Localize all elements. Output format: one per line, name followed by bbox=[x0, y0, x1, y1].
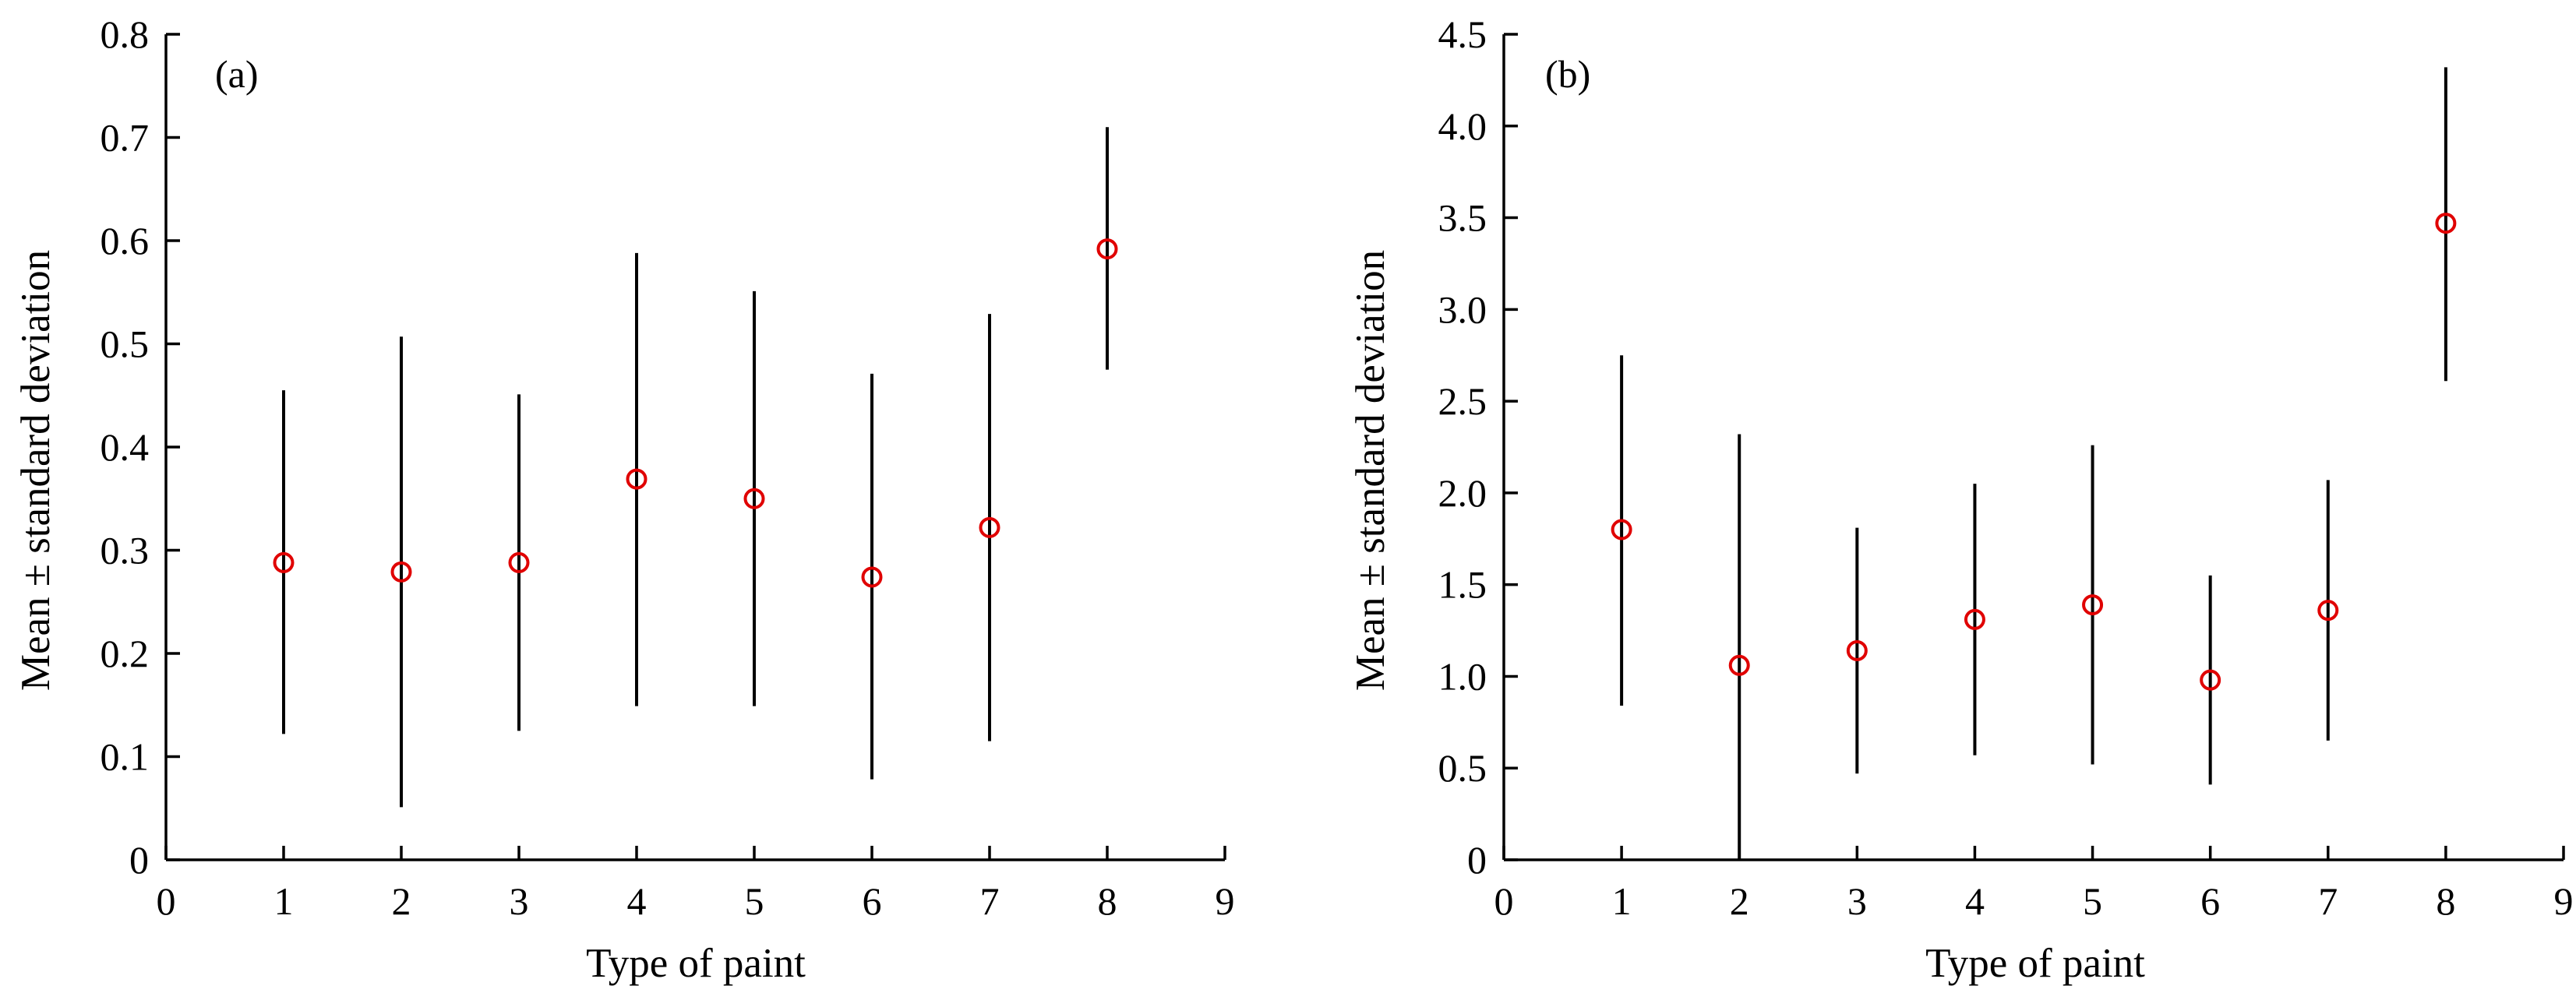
panel-a-mean-marker bbox=[743, 488, 765, 509]
panel-b-x-tick-label: 3 bbox=[1847, 879, 1867, 923]
panel-b: (b) Type of paint Mean ± standard deviat… bbox=[1348, 12, 2574, 986]
panel-b-x-tick-label: 1 bbox=[1612, 879, 1632, 923]
panel-b-x-tick-label: 8 bbox=[2436, 879, 2455, 923]
panel-b-x-tick-label: 2 bbox=[1730, 879, 1749, 923]
panel-a-x-axis-title: Type of paint bbox=[586, 941, 806, 986]
panel-b-y-tick-label: 2.5 bbox=[1438, 379, 1487, 423]
panel-a-mean-marker bbox=[508, 551, 530, 573]
panel-a-y-tick-label: 0.7 bbox=[101, 116, 150, 160]
panel-b-y-tick-label: 3.0 bbox=[1438, 287, 1487, 331]
panel-b-mean-marker bbox=[2082, 594, 2104, 616]
panel-a-x-tick-label: 6 bbox=[863, 879, 882, 923]
panel-b-y-tick-label: 1.5 bbox=[1438, 563, 1487, 607]
panel-a-y-tick-label: 0.8 bbox=[101, 12, 150, 56]
panel-b-y-tick-label: 4.0 bbox=[1438, 104, 1487, 148]
panel-a: (a) Type of paint Mean ± standard deviat… bbox=[13, 12, 1235, 986]
panel-b-label: (b) bbox=[1545, 52, 1590, 96]
panel-a-x-tick-label: 4 bbox=[627, 879, 647, 923]
panel-b-mean-marker bbox=[1846, 639, 1868, 661]
panel-a-label: (a) bbox=[215, 52, 259, 96]
panel-a-y-axis-title: Mean ± standard deviation bbox=[13, 250, 58, 691]
panel-a-x-tick-label: 8 bbox=[1098, 879, 1117, 923]
panel-b-y-tick-label: 1.0 bbox=[1438, 654, 1487, 698]
panel-b-x-tick-label: 6 bbox=[2200, 879, 2220, 923]
panel-a-mean-marker bbox=[626, 468, 648, 490]
panel-b-mean-marker bbox=[1728, 654, 1750, 676]
panel-a-y-tick-label: 0.2 bbox=[101, 632, 150, 675]
panel-a-mean-marker bbox=[1096, 238, 1118, 260]
panel-b-mean-marker bbox=[2200, 669, 2221, 691]
panel-a-y-tick-label: 0 bbox=[129, 838, 149, 882]
panel-b-y-tick-label: 2.0 bbox=[1438, 471, 1487, 515]
panel-b-x-tick-label: 5 bbox=[2083, 879, 2102, 923]
panel-a-y-tick-label: 0.6 bbox=[101, 219, 150, 262]
panel-a-x-tick-label: 7 bbox=[980, 879, 1000, 923]
panel-b-y-axis-title: Mean ± standard deviation bbox=[1348, 250, 1393, 691]
panel-a-x-tick-label: 3 bbox=[510, 879, 529, 923]
panel-b-y-tick-label: 4.5 bbox=[1438, 12, 1487, 56]
panel-a-x-tick-label: 5 bbox=[745, 879, 764, 923]
panel-b-y-tick-label: 0 bbox=[1467, 838, 1487, 882]
panel-b-x-tick-label: 7 bbox=[2318, 879, 2338, 923]
panel-a-mean-marker bbox=[979, 516, 1000, 538]
panel-b-x-tick-label: 0 bbox=[1494, 879, 1514, 923]
panel-a-x-tick-label: 9 bbox=[1216, 879, 1235, 923]
panel-b-mean-marker bbox=[1611, 519, 1632, 541]
panel-b-mean-marker bbox=[2317, 600, 2339, 622]
panel-a-y-tick-label: 0.4 bbox=[101, 425, 150, 469]
panel-b-y-tick-label: 3.5 bbox=[1438, 196, 1487, 240]
panel-b-mean-marker bbox=[2435, 213, 2457, 234]
panel-a-x-tick-label: 1 bbox=[274, 879, 294, 923]
panel-b-x-tick-label: 4 bbox=[1965, 879, 1985, 923]
panel-a-x-tick-label: 2 bbox=[392, 879, 411, 923]
panel-a-y-tick-label: 0.5 bbox=[101, 322, 150, 366]
panel-a-x-tick-label: 0 bbox=[157, 879, 176, 923]
panel-a-y-tick-label: 0.1 bbox=[101, 735, 150, 779]
panel-a-mean-marker bbox=[861, 566, 883, 588]
panel-b-x-axis-title: Type of paint bbox=[1925, 941, 2145, 986]
panel-b-y-tick-label: 0.5 bbox=[1438, 746, 1487, 790]
panel-b-x-tick-label: 9 bbox=[2554, 879, 2574, 923]
panel-b-mean-marker bbox=[1964, 608, 1985, 630]
panel-a-mean-marker bbox=[390, 561, 412, 583]
panel-a-mean-marker bbox=[273, 551, 295, 573]
panel-a-y-tick-label: 0.3 bbox=[101, 529, 150, 572]
